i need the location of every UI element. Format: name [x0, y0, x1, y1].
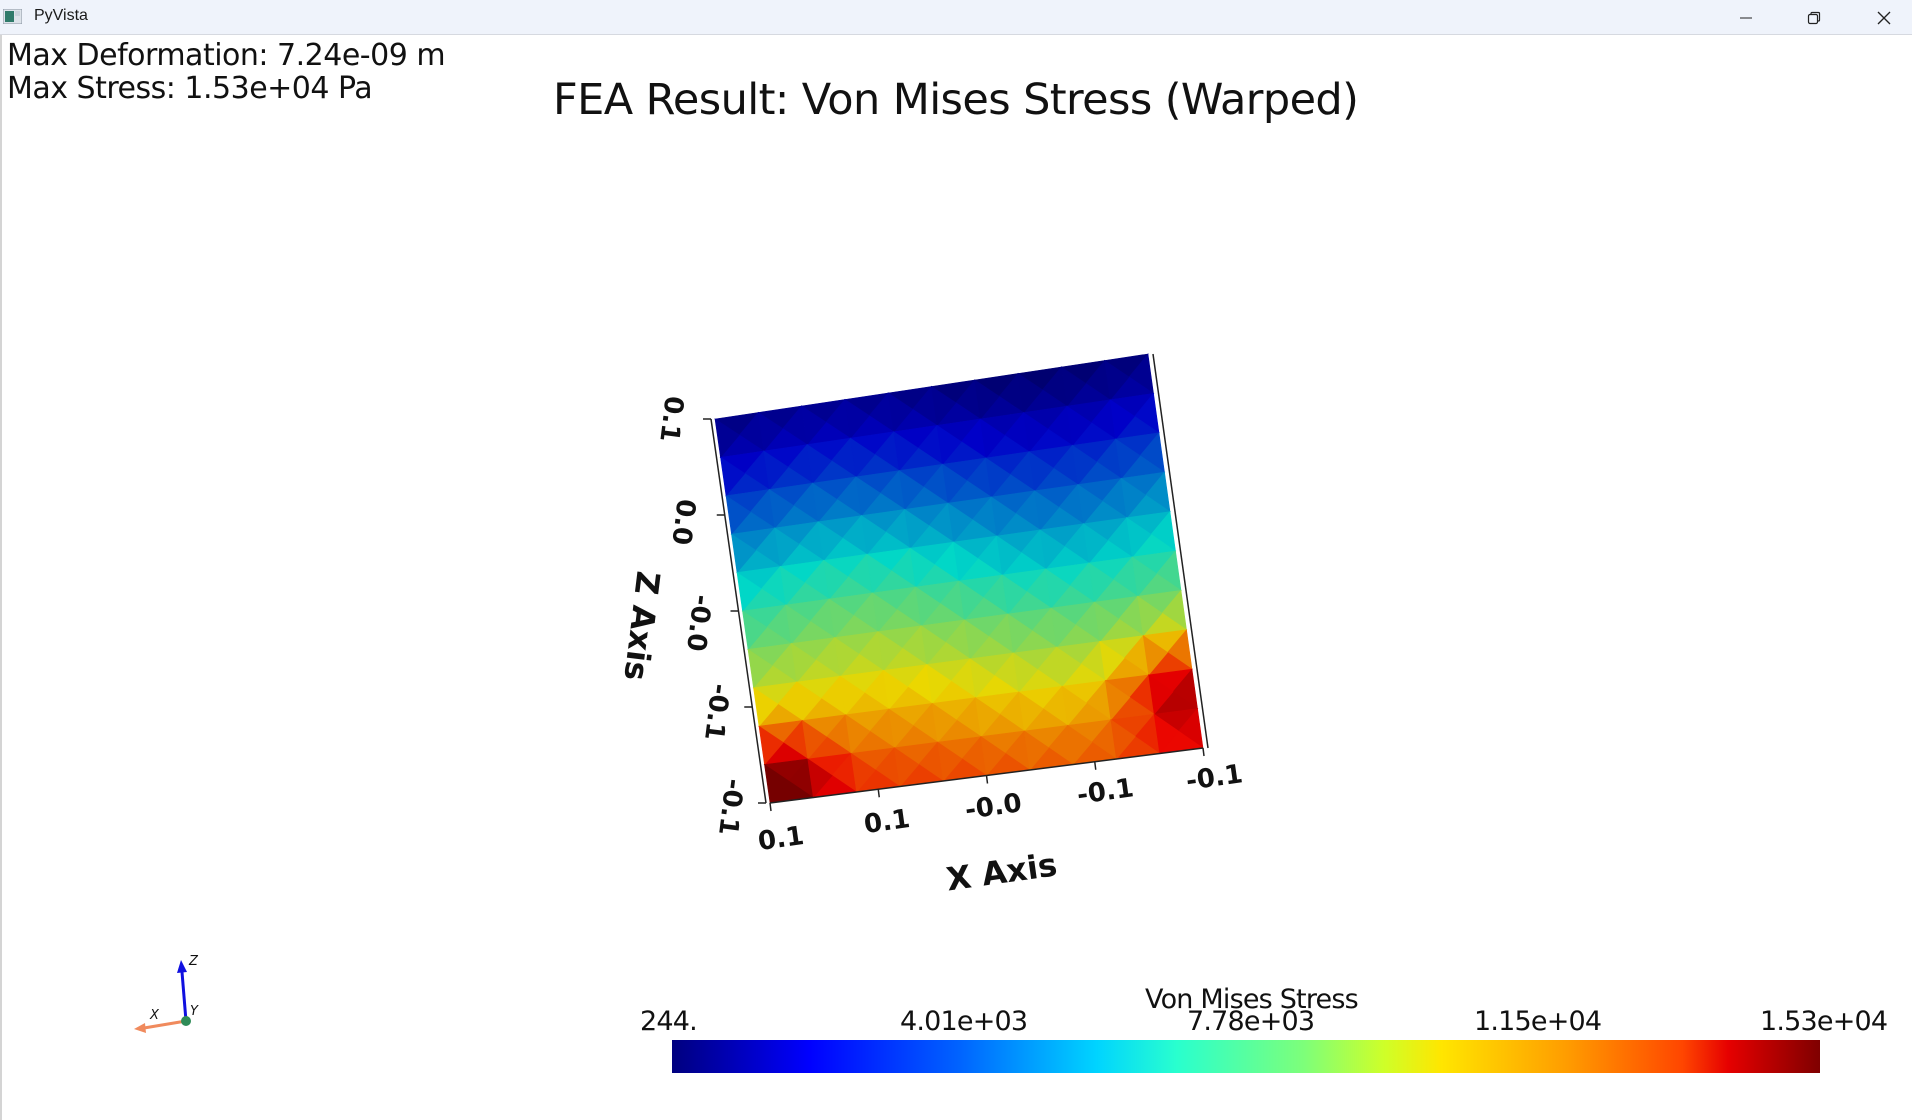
colorbar-label-max: 1.53e+04	[1760, 1006, 1888, 1037]
x-axis-tick	[769, 802, 772, 812]
close-icon	[1877, 11, 1891, 24]
z-axis-label: Z	[188, 954, 199, 969]
y-axis-label: Y	[190, 1004, 199, 1019]
colorbar-title: Von Mises Stress	[1145, 984, 1359, 1015]
x-axis-tick	[1202, 747, 1205, 757]
orientation-axes-widget[interactable]: X Y Z	[120, 940, 220, 1040]
z-tick-label: 0.0	[665, 497, 701, 547]
close-button[interactable]	[1850, 0, 1912, 35]
colorbar-gradient	[672, 1040, 1820, 1073]
pyvista-app-icon	[3, 9, 22, 24]
x-axis-arrow-icon	[134, 1019, 187, 1033]
restore-button[interactable]	[1780, 0, 1848, 35]
plot-title: FEA Result: Von Mises Stress (Warped)	[553, 75, 1359, 125]
x-tick-label: 0.1	[756, 820, 806, 858]
render-viewport[interactable]	[0, 35, 1912, 1120]
minimize-icon	[1740, 17, 1752, 18]
max-deformation-text: Max Deformation: 7.24e-09 m	[7, 38, 446, 73]
restore-icon	[1807, 11, 1821, 24]
max-stress-text: Max Stress: 1.53e+04 Pa	[7, 71, 373, 106]
colorbar-label: 4.01e+03	[900, 1006, 1028, 1037]
x-tick-label: 0.1	[862, 803, 912, 841]
z-axis-line-right	[1152, 353, 1209, 749]
colorbar-label: 7.78e+03	[1187, 1006, 1315, 1037]
z-tick-label: 0.1	[653, 394, 689, 444]
y-axis-origin-icon	[181, 1016, 191, 1026]
colorbar-label-min: 244.	[640, 1006, 698, 1037]
x-axis-label: X	[149, 1008, 160, 1023]
minimize-button[interactable]	[1712, 0, 1780, 35]
x-axis-tick	[1094, 761, 1097, 770]
mesh-elements	[714, 353, 1204, 804]
z-axis-arrow-icon	[177, 960, 188, 1022]
x-axis-tick	[985, 775, 989, 784]
window-titlebar: PyVista	[0, 0, 1912, 35]
x-axis-tick	[877, 789, 880, 798]
colorbar-label: 1.15e+04	[1474, 1006, 1602, 1037]
window-title: PyVista	[34, 7, 88, 24]
